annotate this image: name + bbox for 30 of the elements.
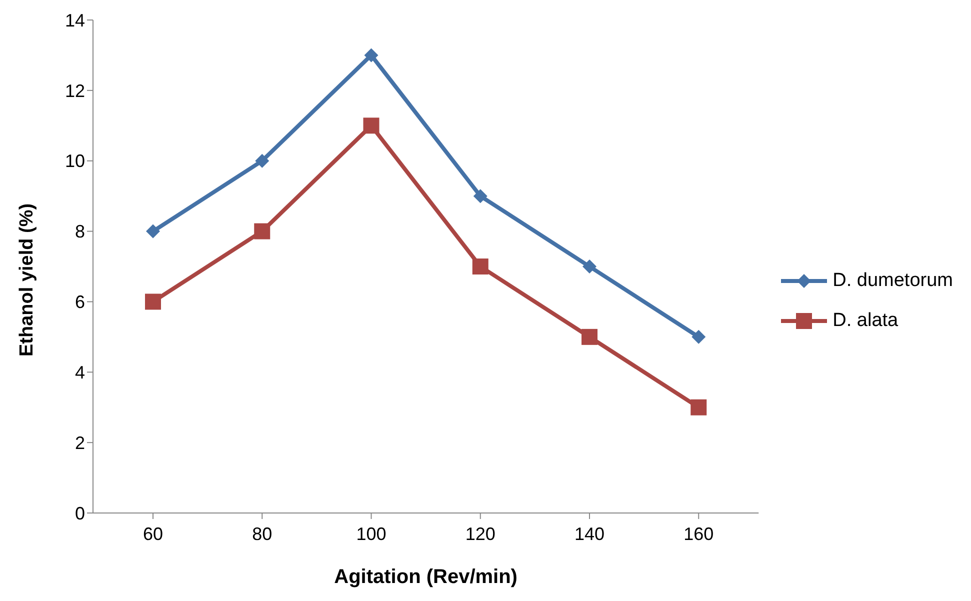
- point: [582, 328, 598, 345]
- y-tick-label: 6: [74, 292, 85, 312]
- y-tick-label: 14: [64, 10, 85, 30]
- x-tick-label: 160: [684, 524, 714, 544]
- point: [690, 399, 707, 416]
- y-tick-label: 10: [64, 151, 85, 172]
- x-tick-label: 120: [465, 524, 496, 544]
- point: [473, 189, 488, 204]
- point: [363, 118, 380, 134]
- point: [364, 48, 378, 62]
- x-tick-label: 100: [356, 524, 386, 544]
- x-axis-title: Agitation (Rev/min): [334, 566, 518, 588]
- point: [254, 223, 270, 240]
- point: [472, 258, 488, 274]
- y-tick-label: 8: [74, 222, 85, 242]
- point: [692, 330, 706, 344]
- point: [145, 294, 161, 310]
- x-tick-label: 80: [252, 524, 272, 544]
- point: [255, 154, 270, 168]
- y-tick-label: 2: [74, 432, 85, 453]
- x-tick-label: 140: [574, 524, 605, 544]
- legend-label: D. alata: [832, 310, 898, 332]
- legend-label: D. dumetorum: [832, 270, 953, 292]
- point: [146, 224, 160, 238]
- point: [582, 260, 596, 274]
- y-axis-title: Ethanol yield (%): [16, 203, 38, 356]
- y-tick-label: 12: [64, 80, 85, 101]
- y-tick-label: 0: [74, 503, 85, 524]
- x-tick-label: 60: [142, 524, 164, 544]
- y-tick-label: 4: [74, 362, 85, 383]
